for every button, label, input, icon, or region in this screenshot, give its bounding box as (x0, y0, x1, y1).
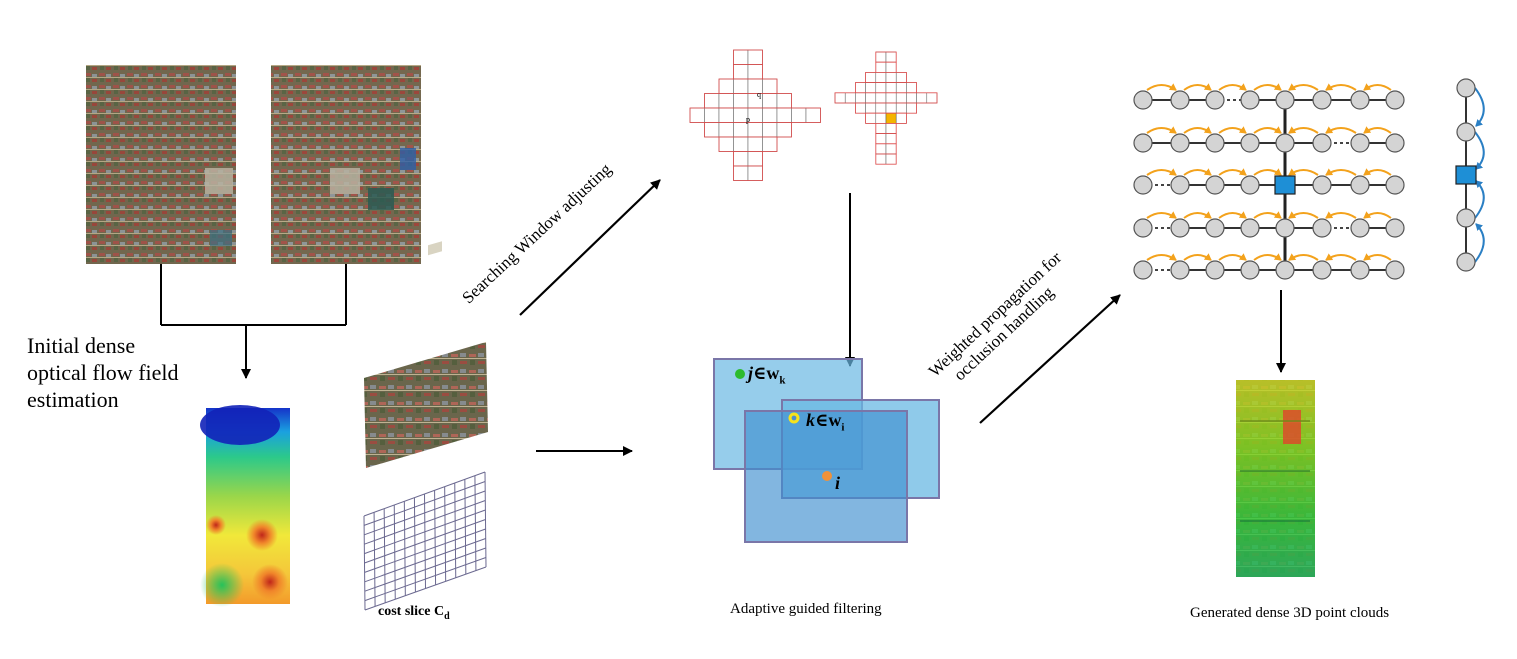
arrow-diagonal-icon (979, 294, 1121, 424)
merge-connector (160, 264, 347, 379)
point-cloud-image (1236, 380, 1315, 577)
search-window-grid-right (834, 51, 938, 165)
grid-p-label: p (746, 115, 750, 124)
point-clouds-label: Generated dense 3D point clouds (1190, 605, 1390, 621)
optical-flow-map (200, 405, 290, 607)
left-aerial-image (86, 65, 236, 264)
cost-slice-grid (363, 471, 487, 611)
flow-estimation-label: Initial dense optical flow field estimat… (27, 333, 179, 412)
guided-filter-windows (713, 358, 940, 543)
pixel-j-marker (735, 369, 745, 379)
cost-slice-label: cost slice Cd (378, 604, 450, 622)
search-window-grid-left (689, 49, 821, 181)
pixel-k-label: k∈wi (806, 410, 845, 434)
propagation-graph (1133, 83, 1405, 280)
arrow-diagonal-icon (519, 179, 661, 316)
pixel-i-label: i (835, 473, 841, 493)
grid-q-label: q (757, 90, 761, 99)
right-aerial-image (271, 65, 421, 264)
vertical-propagation-chain (1455, 78, 1485, 272)
pixel-i-marker (822, 471, 832, 481)
adaptive-filtering-label: Adaptive guided filtering (730, 601, 882, 617)
cost-slice-image (364, 241, 488, 468)
pixel-j-label: j∈wk (748, 363, 786, 387)
